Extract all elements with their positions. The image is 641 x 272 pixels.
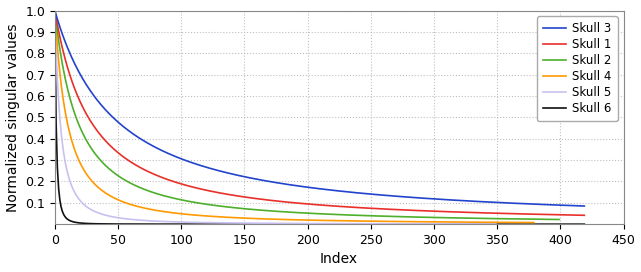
Skull 4 <box>406 220 414 223</box>
Skull 1 <box>581 214 588 217</box>
Skull 2 <box>112 172 119 175</box>
Line: Skull 1: Skull 1 <box>55 11 585 215</box>
Skull 3 <box>69 58 76 61</box>
Y-axis label: Normalized singular values: Normalized singular values <box>6 23 20 212</box>
Skull 4 <box>265 217 272 221</box>
Skull 1 <box>51 9 59 12</box>
Skull 3 <box>228 172 236 175</box>
Skull 5 <box>473 222 481 225</box>
Skull 3 <box>581 204 588 208</box>
Skull 3 <box>51 9 59 12</box>
Skull 5 <box>51 9 59 12</box>
Skull 6 <box>581 222 588 226</box>
Skull 5 <box>486 222 494 225</box>
Skull 2 <box>215 204 223 208</box>
Line: Skull 4: Skull 4 <box>55 11 534 222</box>
Skull 1 <box>69 81 76 85</box>
Skull 4 <box>335 219 343 222</box>
Skull 2 <box>51 9 59 12</box>
Line: Skull 2: Skull 2 <box>55 11 559 220</box>
Skull 6 <box>287 222 295 226</box>
Skull 4 <box>530 221 538 224</box>
Skull 6 <box>558 222 565 226</box>
Skull 1 <box>558 213 565 217</box>
Skull 4 <box>315 219 323 222</box>
Skull 6 <box>51 9 59 12</box>
Skull 6 <box>69 220 76 223</box>
Skull 5 <box>286 222 294 225</box>
Skull 5 <box>312 222 319 225</box>
Skull 6 <box>487 222 495 226</box>
Skull 4 <box>417 220 425 223</box>
Skull 4 <box>51 9 59 12</box>
Skull 3 <box>287 183 295 187</box>
Skull 6 <box>228 222 236 226</box>
Skull 5 <box>169 220 176 223</box>
Skull 3 <box>558 203 565 207</box>
Line: Skull 6: Skull 6 <box>55 11 585 224</box>
Skull 5 <box>254 222 262 225</box>
Line: Skull 3: Skull 3 <box>55 11 585 206</box>
X-axis label: Index: Index <box>320 252 358 267</box>
Skull 1 <box>487 211 495 215</box>
Legend: Skull 3, Skull 1, Skull 2, Skull 4, Skull 5, Skull 6: Skull 3, Skull 1, Skull 2, Skull 4, Skul… <box>537 17 618 121</box>
Skull 2 <box>251 208 258 211</box>
Skull 2 <box>555 218 563 221</box>
Skull 2 <box>368 214 376 217</box>
Skull 2 <box>415 215 422 219</box>
Skull 2 <box>417 215 425 219</box>
Skull 1 <box>228 193 236 197</box>
Skull 3 <box>313 187 320 190</box>
Line: Skull 5: Skull 5 <box>55 11 496 224</box>
Skull 6 <box>313 222 320 226</box>
Skull 4 <box>137 206 145 209</box>
Skull 1 <box>313 203 320 206</box>
Skull 3 <box>487 200 495 204</box>
Skull 5 <box>492 222 500 225</box>
Skull 1 <box>287 201 295 204</box>
